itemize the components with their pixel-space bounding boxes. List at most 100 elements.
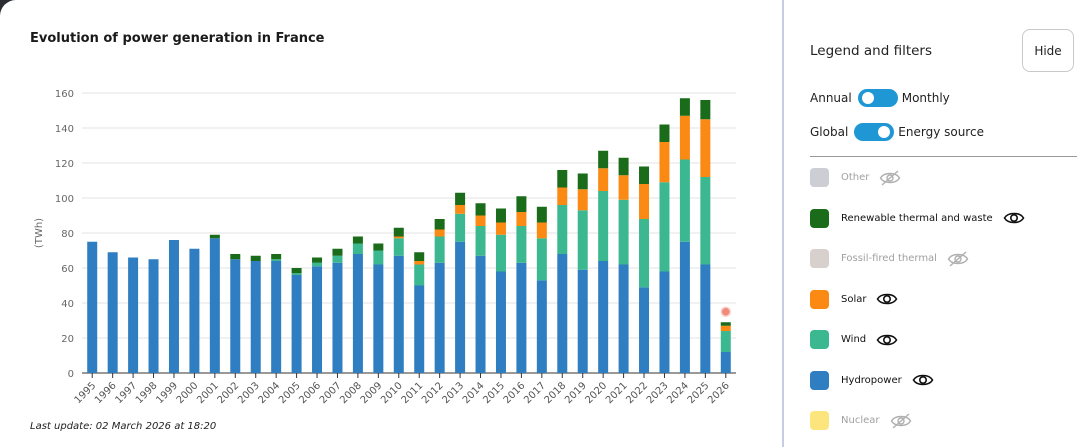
stacked-bar-chart: 020406080100120140160(TWh)19951996199719… <box>34 89 736 406</box>
x-tick-label: 1997 <box>113 380 139 406</box>
chart-panel: Evolution of power generation in France … <box>0 0 782 447</box>
bar-segment <box>271 254 282 260</box>
legend-swatch <box>810 208 829 228</box>
bar-segment <box>557 205 568 254</box>
legend-item[interactable]: Solar <box>810 289 898 309</box>
eye-off-icon[interactable] <box>890 412 912 429</box>
bar-segment <box>495 271 506 373</box>
bar-segment <box>312 266 323 373</box>
eye-icon[interactable] <box>876 332 898 348</box>
bar-segment <box>618 175 629 200</box>
y-axis-label: (TWh) <box>34 218 45 248</box>
period-toggle-row: Annual Monthly <box>810 89 950 107</box>
eye-off-icon[interactable] <box>879 169 901 186</box>
bar-segment <box>373 243 384 251</box>
bar-segment <box>720 352 731 373</box>
x-tick-label: 2021 <box>604 380 630 406</box>
x-tick-label: 2018 <box>543 380 569 406</box>
bar-segment <box>434 262 445 373</box>
eye-icon[interactable] <box>1003 210 1025 226</box>
bar-segment <box>209 234 220 239</box>
x-tick-label: 2015 <box>481 380 507 406</box>
eye-icon[interactable] <box>876 291 898 307</box>
legend-item[interactable]: Renewable thermal and waste <box>810 208 1025 228</box>
bar-segment <box>516 226 527 263</box>
monthly-label: Monthly <box>901 91 950 105</box>
bar-segment <box>679 241 690 373</box>
bar-segment <box>679 159 690 242</box>
last-update: Last update: 02 March 2026 at 18:20 <box>30 421 217 432</box>
bar-segment <box>659 124 670 142</box>
bar-segment <box>720 325 731 331</box>
global-energy-switch[interactable] <box>854 123 895 141</box>
bar-segment <box>393 236 404 239</box>
bar-segment <box>598 261 609 373</box>
x-tick-label: 2005 <box>277 380 303 406</box>
bar-segment <box>168 240 179 373</box>
bar-segment <box>475 203 486 216</box>
y-tick-label: 60 <box>61 264 74 275</box>
bar-segment <box>700 100 711 120</box>
x-tick-label: 2020 <box>584 380 610 406</box>
legend-label: Other <box>841 172 870 183</box>
legend-item[interactable]: Fossil-fired thermal <box>810 249 969 268</box>
eye-icon[interactable] <box>912 372 934 388</box>
bar-segment <box>250 261 261 373</box>
legend-label: Solar <box>841 293 867 305</box>
bar-segment <box>434 236 445 263</box>
y-tick-label: 100 <box>55 194 74 205</box>
bar-segment <box>332 248 343 256</box>
bar-segment <box>598 191 609 261</box>
legend-separator <box>810 156 1077 157</box>
eye-off-icon[interactable] <box>947 250 969 267</box>
legend-item[interactable]: Other <box>810 168 901 187</box>
x-tick-label: 2010 <box>379 380 405 406</box>
bar-segment <box>659 142 670 183</box>
bar-segment <box>495 234 506 272</box>
legend-swatch <box>810 168 829 187</box>
legend-swatch <box>810 330 829 349</box>
legend-item[interactable]: Wind <box>810 330 898 349</box>
bar-segment <box>434 219 445 230</box>
x-tick-label: 2012 <box>420 380 446 406</box>
bar-segment <box>700 177 711 265</box>
bar-segment <box>414 285 425 373</box>
bar-segment <box>577 173 588 190</box>
bar-segment <box>495 208 506 223</box>
bar-segment <box>332 255 343 263</box>
bar-segment <box>455 205 466 214</box>
legend-swatch <box>810 249 829 268</box>
bar-segment <box>557 254 568 373</box>
bar-segment <box>598 150 609 169</box>
hide-button[interactable]: Hide <box>1022 29 1074 72</box>
bar-segment <box>352 254 363 373</box>
x-tick-label: 2004 <box>257 380 283 406</box>
bar-segment <box>230 254 241 260</box>
bar-segment <box>659 182 670 272</box>
bar-segment <box>393 255 404 373</box>
bar-segment <box>455 213 466 242</box>
legend-item[interactable]: Hydropower <box>810 370 934 390</box>
bar-segment <box>373 264 384 373</box>
bar-segment <box>475 226 486 256</box>
legend-item[interactable]: Nuclear <box>810 411 912 430</box>
x-tick-label: 2014 <box>461 380 487 406</box>
switch-knob <box>878 126 891 138</box>
bar-segment <box>475 255 486 373</box>
bar-segment <box>291 268 302 274</box>
bar-segment <box>700 119 711 177</box>
bar-segment <box>516 262 527 373</box>
bar-segment <box>536 238 547 281</box>
bar-segment <box>414 264 425 286</box>
bar-segment <box>475 215 486 226</box>
y-tick-label: 160 <box>55 89 74 100</box>
annual-monthly-switch[interactable] <box>857 89 898 107</box>
legend-label: Renewable thermal and waste <box>841 212 993 224</box>
x-tick-label: 2013 <box>440 380 466 406</box>
x-tick-label: 2007 <box>318 380 344 406</box>
x-tick-label: 2017 <box>522 380 548 406</box>
legend-label: Fossil-fired thermal <box>841 253 937 264</box>
annual-label: Annual <box>810 91 852 105</box>
bar-segment <box>250 255 261 261</box>
bar-segment <box>516 212 527 226</box>
